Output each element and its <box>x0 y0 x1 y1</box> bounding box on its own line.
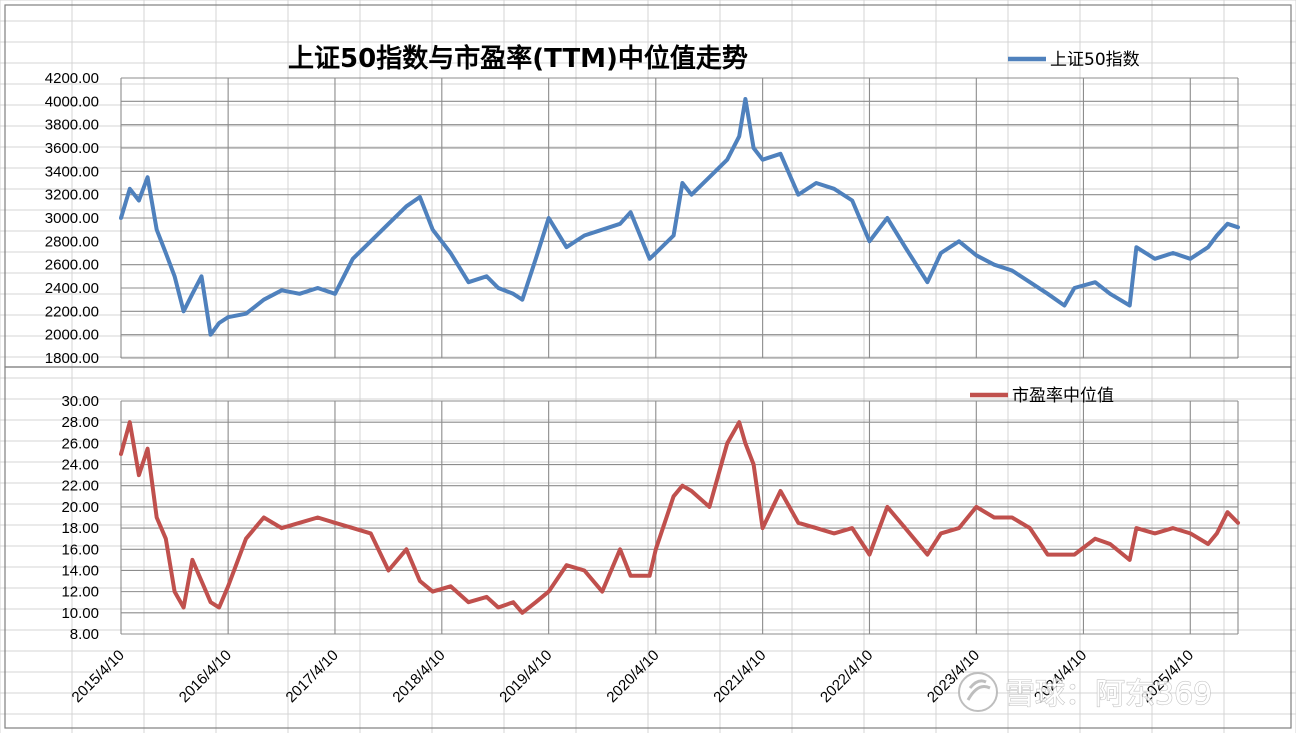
chart-title: 上证50指数与市盈率(TTM)中位值走势 <box>288 43 748 74</box>
y-tick-label: 4200.00 <box>45 70 99 87</box>
pe-y-axis: 30.00 28.00 26.00 24.00 22.00 20.00 18.00 16.00… <box>61 393 99 643</box>
y-tick-label: 8.00 <box>70 626 99 643</box>
y-tick-label: 30.00 <box>61 393 99 410</box>
snowball-logo-icon <box>958 672 998 712</box>
x-tick-label: 2017/4/10 <box>283 647 342 706</box>
y-tick-label: 2200.00 <box>45 303 99 320</box>
index-legend-label: 上证50指数 <box>1050 50 1140 70</box>
y-tick-label: 16.00 <box>61 541 99 558</box>
y-tick-label: 28.00 <box>61 414 99 431</box>
y-tick-label: 2000.00 <box>45 327 99 344</box>
y-tick-label: 10.00 <box>61 605 99 622</box>
x-tick-label: 2015/4/10 <box>69 647 128 706</box>
y-tick-label: 3600.00 <box>45 140 99 157</box>
y-tick-label: 14.00 <box>61 562 99 579</box>
y-tick-label: 20.00 <box>61 499 99 516</box>
y-tick-label: 2600.00 <box>45 257 99 274</box>
index-legend: 上证50指数 <box>1008 50 1140 70</box>
y-tick-label: 2800.00 <box>45 233 99 250</box>
watermark: 雪球：阿东369 <box>958 672 1213 713</box>
y-tick-label: 3400.00 <box>45 163 99 180</box>
snowball-logo-mark <box>966 679 991 701</box>
index-y-axis: 4200.00 4000.00 3800.00 3600.00 3400.00 3200.… <box>45 70 99 367</box>
y-tick-label: 1800.00 <box>45 350 99 367</box>
y-tick-label: 3000.00 <box>45 210 99 227</box>
pe-series-line <box>119 420 1240 615</box>
index-series-line <box>119 97 1240 337</box>
x-tick-label: 2022/4/10 <box>817 647 876 706</box>
y-tick-label: 3200.00 <box>45 187 99 204</box>
pe-chart-panel <box>4 366 1292 729</box>
y-tick-label: 24.00 <box>61 457 99 474</box>
x-tick-label: 2019/4/10 <box>496 647 555 706</box>
pe-legend: 市盈率中位值 <box>970 386 1114 406</box>
watermark-text: 雪球：阿东369 <box>1005 677 1212 712</box>
x-tick-label: 2021/4/10 <box>710 647 769 706</box>
x-tick-label: 2018/4/10 <box>389 647 448 706</box>
pe-legend-label: 市盈率中位值 <box>1012 386 1114 406</box>
pe-chart-grid <box>120 400 1239 635</box>
x-tick-label: 2016/4/10 <box>176 647 235 706</box>
y-tick-label: 2400.00 <box>45 280 99 297</box>
y-tick-label: 12.00 <box>61 584 99 601</box>
y-tick-label: 26.00 <box>61 435 99 452</box>
index-chart-grid <box>120 77 1239 359</box>
y-tick-label: 18.00 <box>61 520 99 537</box>
y-tick-label: 4000.00 <box>45 93 99 110</box>
x-tick-label: 2020/4/10 <box>603 647 662 706</box>
y-tick-label: 22.00 <box>61 478 99 495</box>
y-tick-label: 3800.00 <box>45 117 99 134</box>
